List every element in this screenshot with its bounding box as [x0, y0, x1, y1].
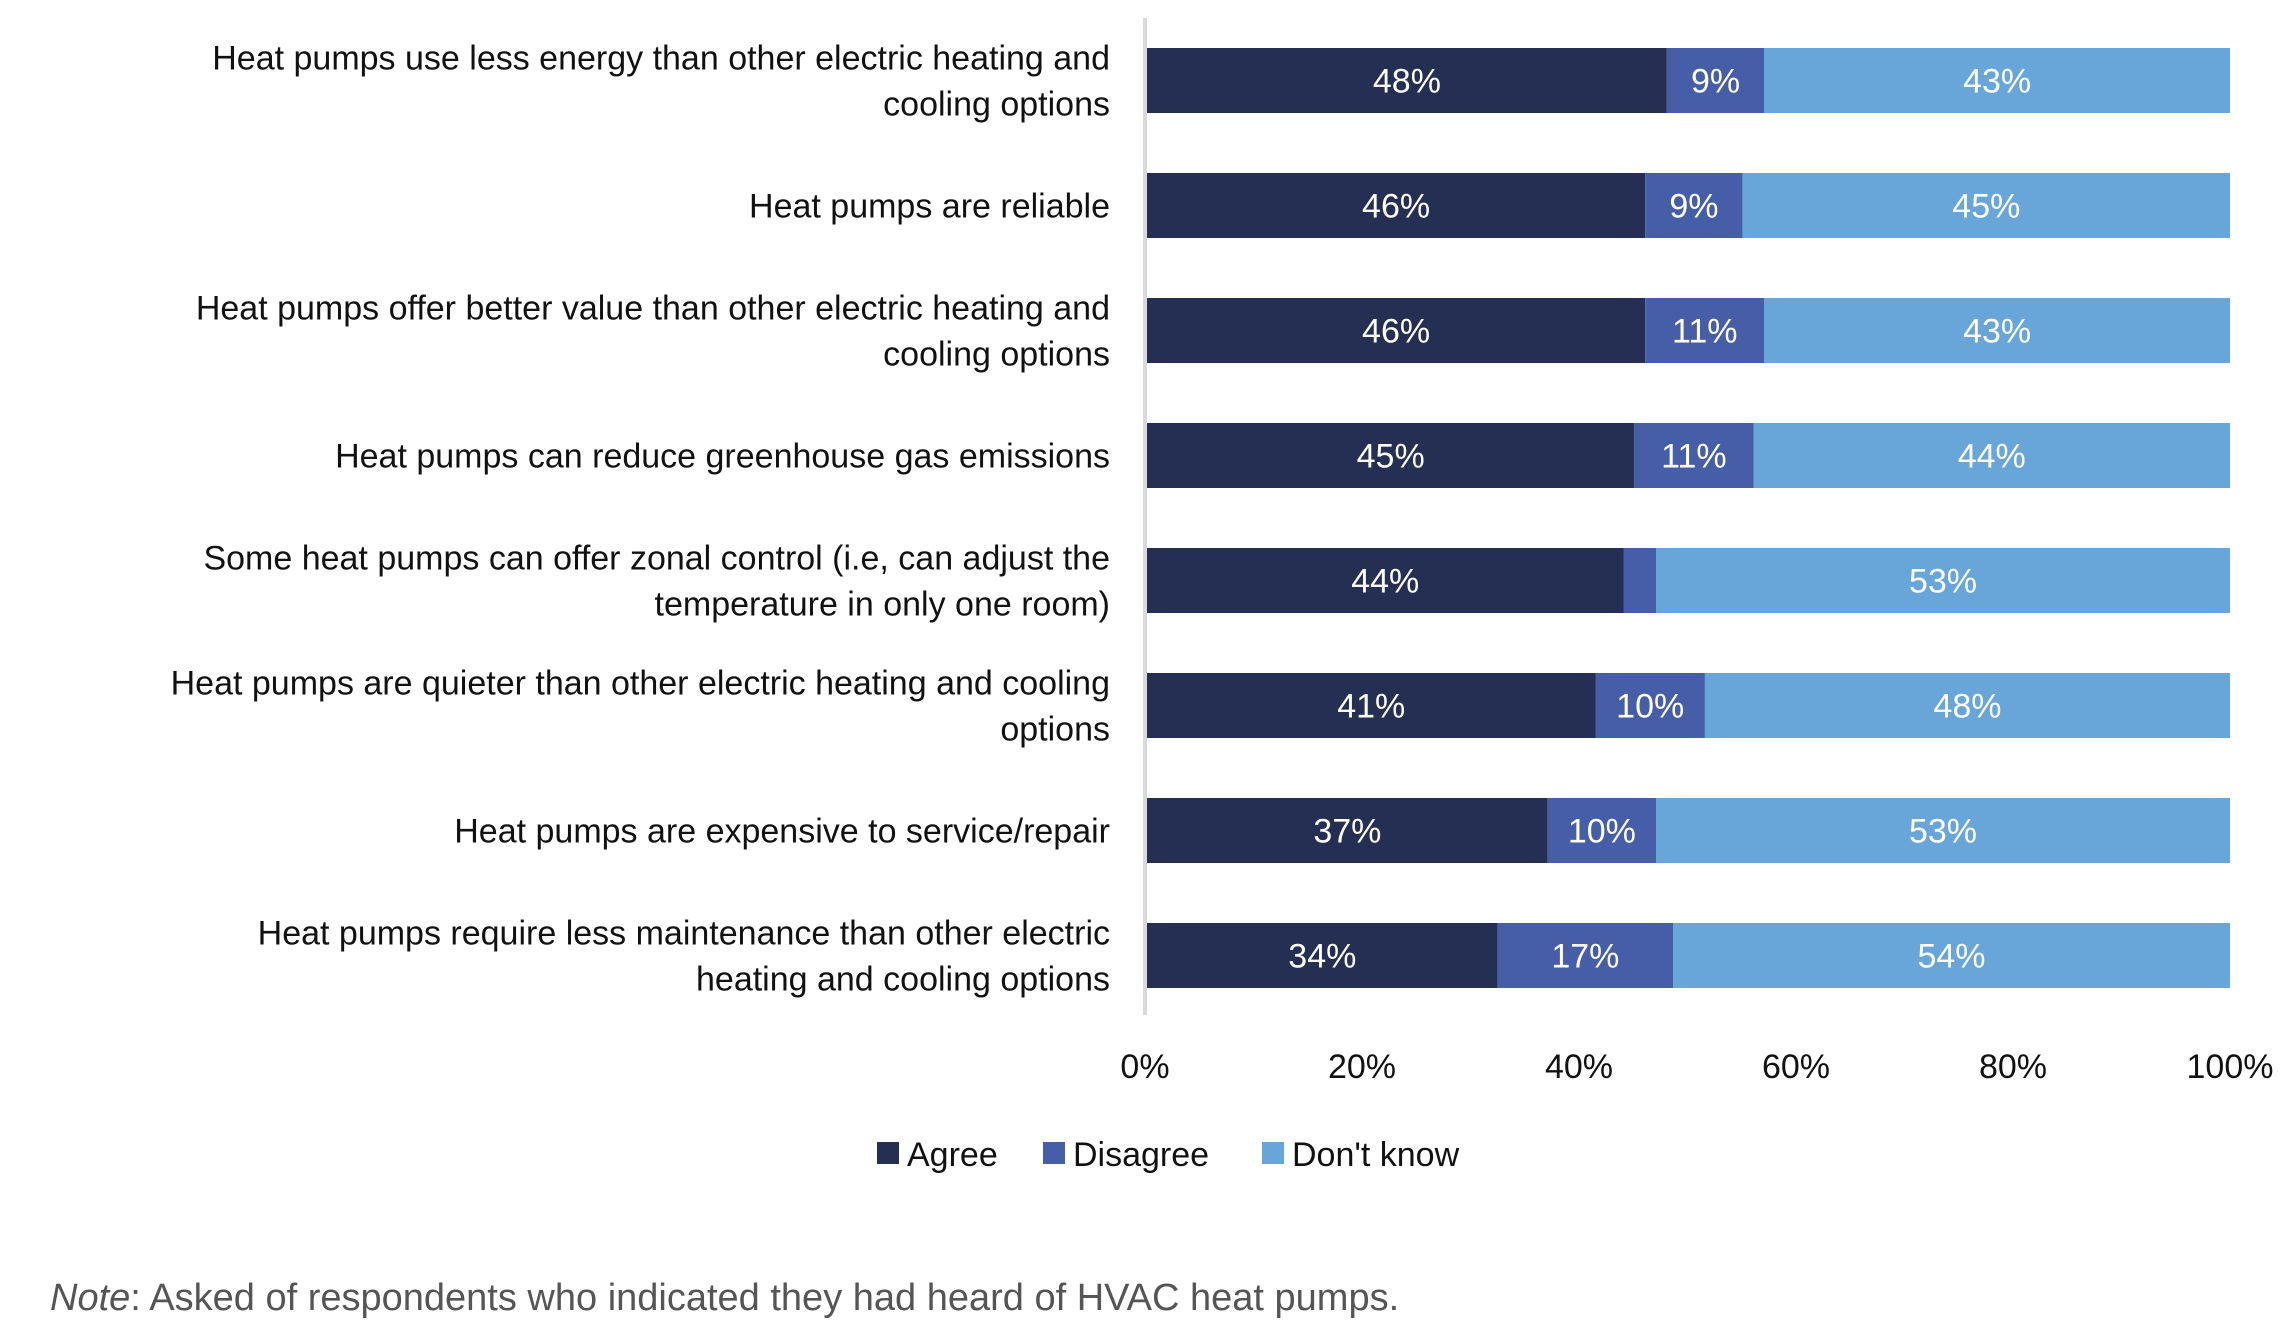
category-label-line: Heat pumps can reduce greenhouse gas emi…: [335, 438, 1110, 476]
x-tick-label: 60%: [1762, 1048, 1830, 1086]
data-label: 17%: [1551, 938, 1619, 976]
data-label: 53%: [1909, 813, 1977, 851]
data-label: 11%: [1672, 313, 1738, 351]
legend-label: Disagree: [1073, 1136, 1209, 1174]
category-label: Heat pumps are expensive to service/repa…: [454, 813, 1110, 851]
data-label: 9%: [1691, 63, 1740, 101]
bar-segment-agree: [1147, 423, 1635, 488]
legend: Agree Disagree Don't know: [877, 1136, 1460, 1174]
bar-segment-agree: [1147, 173, 1646, 238]
data-label: 44%: [1351, 563, 1419, 601]
category-label-line: options: [1000, 711, 1110, 749]
category-label: Heat pumps are quieter than other electr…: [171, 665, 1110, 749]
x-tick-label: 80%: [1979, 1048, 2047, 1086]
data-label: 48%: [1933, 688, 2001, 726]
category-label: Heat pumps use less energy than other el…: [212, 40, 1110, 124]
category-label: Heat pumps are reliable: [749, 188, 1110, 226]
data-label: 46%: [1362, 313, 1430, 351]
data-label: 54%: [1917, 938, 1985, 976]
x-tick-label: 40%: [1545, 1048, 1613, 1086]
x-tick-label: 20%: [1328, 1048, 1396, 1086]
bar-segment-don-t-know: [1704, 673, 2230, 738]
category-label-line: Heat pumps are expensive to service/repa…: [454, 813, 1110, 851]
x-tick-label: 100%: [2187, 1048, 2274, 1086]
data-label: 9%: [1669, 188, 1718, 226]
bar-segment-disagree: [1645, 298, 1765, 363]
category-label-line: Heat pumps are quieter than other electr…: [171, 665, 1110, 703]
bar-segment-agree: [1147, 923, 1498, 988]
legend-swatch: [1262, 1142, 1284, 1164]
category-label: Some heat pumps can offer zonal control …: [203, 540, 1110, 624]
category-label-line: Heat pumps use less energy than other el…: [212, 40, 1110, 78]
bar-segment-don-t-know: [1673, 923, 2230, 988]
data-label: 53%: [1909, 563, 1977, 601]
note: Note: Asked of respondents who indicated…: [50, 1277, 1399, 1319]
data-label: 34%: [1288, 938, 1356, 976]
legend-label: Agree: [907, 1136, 998, 1174]
bar-segment-agree: [1147, 673, 1596, 738]
legend-swatch: [877, 1142, 899, 1164]
category-label-line: cooling options: [883, 86, 1110, 124]
category-label-line: temperature in only one room): [655, 586, 1110, 624]
bars-group: Heat pumps use less energy than other el…: [171, 40, 2230, 999]
data-label: 44%: [1958, 438, 2026, 476]
bar-segment-don-t-know: [1764, 298, 2230, 363]
x-axis-ticks: 0% 20% 40% 60% 80% 100%: [1120, 1048, 2273, 1086]
bar-segment-don-t-know: [1656, 798, 2230, 863]
bar-segment-agree: [1147, 48, 1667, 113]
category-label: Heat pumps require less maintenance than…: [258, 915, 1110, 999]
bar-segment-agree: [1147, 548, 1624, 613]
bar-segment-don-t-know: [1742, 173, 2230, 238]
bar-segment-disagree: [1595, 673, 1705, 738]
category-label: Heat pumps can reduce greenhouse gas emi…: [335, 438, 1110, 476]
data-label: 46%: [1362, 188, 1430, 226]
bar-segment-disagree: [1497, 923, 1674, 988]
data-label: 41%: [1337, 688, 1405, 726]
data-label: 37%: [1313, 813, 1381, 851]
bar-segment-disagree: [1645, 173, 1743, 238]
note-text: : Asked of respondents who indicated the…: [130, 1277, 1399, 1319]
bar-segment-disagree: [1547, 798, 1657, 863]
data-label: 48%: [1373, 63, 1441, 101]
data-label: 45%: [1357, 438, 1425, 476]
bar-segment-don-t-know: [1764, 48, 2230, 113]
bar-segment-disagree: [1666, 48, 1765, 113]
data-label: 11%: [1661, 438, 1727, 476]
category-label-line: heating and cooling options: [696, 961, 1110, 999]
category-label: Heat pumps offer better value than other…: [196, 290, 1110, 374]
category-label-line: Heat pumps are reliable: [749, 188, 1110, 226]
data-label: 43%: [1963, 313, 2031, 351]
bar-segment-disagree: [1634, 423, 1754, 488]
category-label-line: Heat pumps require less maintenance than…: [258, 915, 1110, 953]
category-label-line: Heat pumps offer better value than other…: [196, 290, 1110, 328]
data-label: 10%: [1568, 813, 1636, 851]
legend-label: Don't know: [1292, 1136, 1460, 1174]
x-tick-label: 0%: [1120, 1048, 1169, 1086]
category-label-line: cooling options: [883, 336, 1110, 374]
note-label: Note: [50, 1277, 130, 1319]
bar-segment-disagree: [1623, 548, 1657, 613]
bar-segment-don-t-know: [1753, 423, 2230, 488]
category-label-line: Some heat pumps can offer zonal control …: [203, 540, 1110, 578]
legend-swatch: [1043, 1142, 1065, 1164]
bar-segment-agree: [1147, 798, 1548, 863]
bar-segment-don-t-know: [1656, 548, 2230, 613]
bar-segment-agree: [1147, 298, 1646, 363]
data-label: 10%: [1616, 688, 1684, 726]
data-label: 43%: [1963, 63, 2031, 101]
data-label: 45%: [1952, 188, 2020, 226]
